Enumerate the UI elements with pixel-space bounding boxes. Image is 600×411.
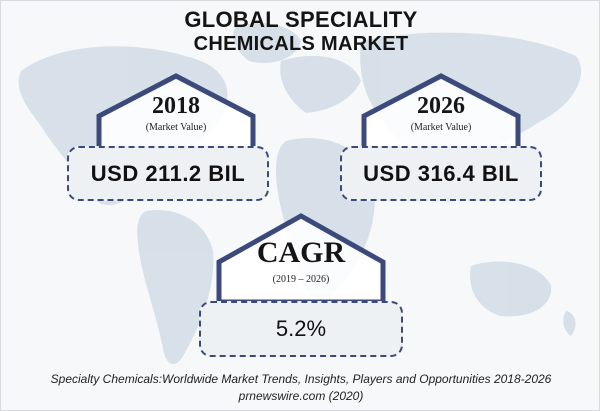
- cagr-label: CAGR: [256, 236, 346, 269]
- value-2026: USD 316.4 BIL: [363, 160, 519, 186]
- value-box-2018: USD 211.2 BIL: [67, 146, 269, 201]
- market-value-subtitle-2018: (Market Value): [145, 122, 207, 133]
- value-2018: USD 211.2 BIL: [90, 160, 246, 186]
- market-value-subtitle-2026: (Market Value): [410, 122, 472, 133]
- source-credit: prnewswire.com (2020): [238, 389, 364, 403]
- year-2018-label: 2018: [152, 93, 200, 119]
- title-line-1: GLOBAL SPECIALITY: [184, 7, 418, 32]
- title-line-2: CHEMICALS MARKET: [193, 33, 409, 55]
- year-2026-label: 2026: [417, 93, 465, 119]
- value-box-2026: USD 316.4 BIL: [340, 146, 542, 201]
- source-caption: Specialty Chemicals:Worldwide Market Tre…: [50, 372, 552, 386]
- cagr-value: 5.2%: [275, 316, 327, 341]
- cagr-value-box: 5.2%: [199, 301, 403, 357]
- cagr-period: (2019 – 2026): [272, 274, 330, 285]
